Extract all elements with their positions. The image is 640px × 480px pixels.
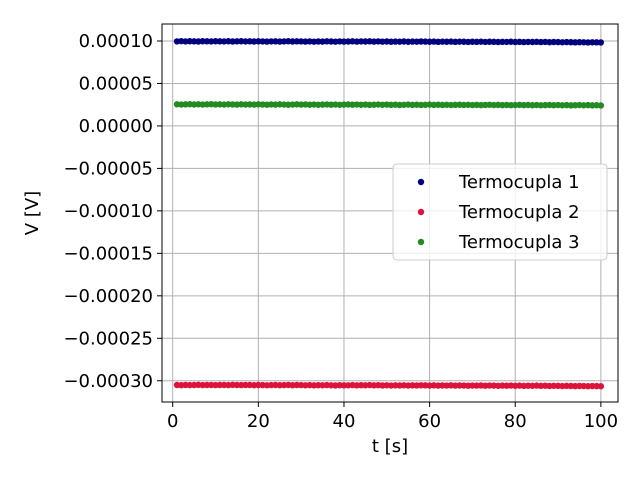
series-termocupla-2 bbox=[173, 381, 605, 390]
data-point bbox=[597, 39, 605, 46]
y-tick-label: 0.00005 bbox=[79, 73, 153, 94]
y-tick-label: 0.00010 bbox=[79, 31, 153, 52]
y-axis-label: V [V] bbox=[22, 191, 43, 235]
legend-marker bbox=[417, 238, 425, 246]
y-tick-label: −0.00010 bbox=[63, 201, 153, 222]
series-termocupla-1 bbox=[173, 37, 605, 46]
legend-label: Termocupla 3 bbox=[458, 232, 580, 253]
legend-items: Termocupla 1 Termocupla 2 Termocupla 3 bbox=[417, 172, 580, 253]
legend-marker bbox=[417, 208, 425, 216]
legend-box bbox=[392, 163, 608, 261]
y-tick-label: −0.00030 bbox=[63, 371, 153, 392]
data-point bbox=[597, 102, 605, 109]
data-series bbox=[173, 37, 605, 390]
legend: Termocupla 1 Termocupla 2 Termocupla 3 bbox=[392, 163, 608, 261]
legend-label: Termocupla 2 bbox=[458, 202, 580, 223]
x-tick-label: 80 bbox=[504, 411, 527, 432]
plot-frame bbox=[161, 23, 619, 403]
x-axis-label: t [s] bbox=[372, 436, 408, 457]
y-tick-label: 0.00000 bbox=[79, 116, 153, 137]
x-axis-ticks: 0 20 40 60 80 100 bbox=[167, 402, 618, 432]
legend-marker bbox=[417, 178, 425, 186]
y-tick-label: −0.00025 bbox=[63, 328, 153, 349]
y-tick-label: −0.00020 bbox=[63, 286, 153, 307]
x-tick-label: 20 bbox=[247, 411, 270, 432]
x-tick-label: 40 bbox=[333, 411, 356, 432]
x-tick-label: 100 bbox=[584, 411, 618, 432]
x-tick-label: 0 bbox=[167, 411, 178, 432]
y-axis-ticks: 0.00010 0.00005 0.00000 −0.00005 −0.00010 −0.… bbox=[63, 31, 162, 392]
x-tick-label: 60 bbox=[418, 411, 441, 432]
data-point bbox=[597, 383, 605, 390]
legend-label: Termocupla 1 bbox=[458, 172, 580, 193]
series-termocupla-3 bbox=[173, 100, 605, 109]
y-tick-label: −0.00015 bbox=[63, 243, 153, 264]
y-tick-label: −0.00005 bbox=[63, 158, 153, 179]
